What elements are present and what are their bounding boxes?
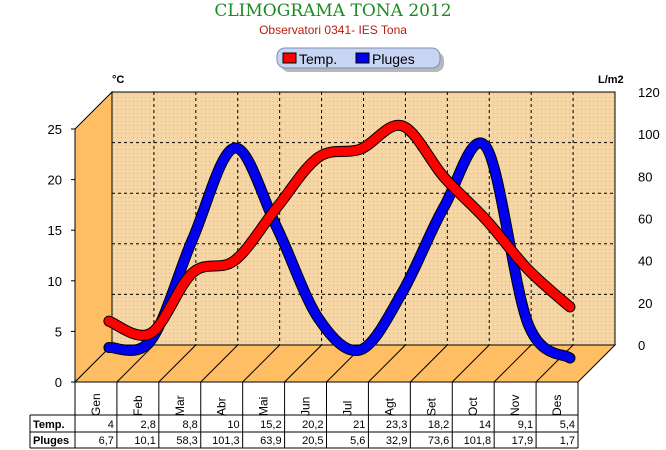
left-tick-label: 0 [55,375,62,390]
table-cell: 9,1 [518,419,533,431]
series-temp-line [104,120,575,340]
table-cell: 101,3 [212,435,240,447]
table-cell: 18,2 [428,419,449,431]
right-tick-label: 80 [638,169,652,184]
legend-label-rain: Pluges [372,51,415,67]
month-label: Agt [382,397,396,416]
side-wall [74,90,113,384]
month-label: Des [550,395,564,416]
chart-title: CLIMOGRAMA TONA 2012 [214,1,452,21]
right-tick-label: 0 [638,338,645,353]
table-cell: 5,6 [350,435,365,447]
table-row-label: Temp. [33,419,65,431]
table-cell: 101,8 [464,435,492,447]
month-label: Abr [215,397,229,416]
legend[interactable]: Temp. Pluges [276,47,444,72]
table-cell: 8,8 [182,419,197,431]
left-tick-label: 5 [55,324,62,339]
floor-line [158,344,197,383]
series-layer [103,119,576,364]
month-label: Set [424,397,438,416]
table-cell: 23,3 [386,419,407,431]
table-cell: 20,2 [302,419,323,431]
chart-subtitle: Observatori 0341- IES Tona [259,23,407,37]
right-axis: 0 20 40 60 80 100 120 [638,85,660,353]
floor-line [368,344,406,383]
series-temp [103,119,576,341]
month-label: Jun [299,397,313,416]
table-cell: 14 [479,419,491,431]
table-cell: 6,7 [99,435,114,447]
month-label: Oct [466,397,480,416]
floor-line [284,344,322,383]
data-table: Temp. 4 2,8 8,8 10 15,2 20,2 21 23,3 18,2 14 9,1 5,4… [29,382,579,449]
right-tick-label: 20 [638,296,652,311]
table-row-label: Pluges [33,435,69,447]
month-labels: Gen Feb Mar Abr Mai Jun Jul Agt Set Oct Nov Des [89,393,564,416]
floor-line [451,344,490,383]
right-tick-label: 60 [638,212,652,227]
left-tick-label: 20 [48,173,62,188]
table-cell: 10 [227,419,239,431]
right-tick-label: 120 [638,85,660,100]
table-cell: 32,9 [386,435,407,447]
left-tick-label: 15 [48,223,62,238]
table-cell: 17,9 [512,435,533,447]
month-label: Jul [340,401,354,416]
table-cell: 58,3 [176,435,197,447]
right-axis-unit: L/m2 [598,74,624,86]
floor-line [116,344,155,383]
table-cell: 5,4 [560,419,575,431]
floor-line [200,344,239,383]
month-label: Feb [131,395,145,416]
table-cell: 2,8 [141,419,156,431]
legend-swatch-temp [282,52,297,64]
table-cell: 4 [108,419,114,431]
left-axis: 0 5 10 15 20 25 [48,122,76,390]
table-cell: 73,6 [428,435,449,447]
month-label: Mar [173,395,187,416]
left-axis-unit: °C [112,74,124,86]
floor-line [409,344,448,383]
table-cell: 10,1 [134,435,155,447]
left-tick-label: 10 [48,274,62,289]
month-label: Nov [508,395,522,416]
month-label: Mai [257,397,271,416]
table-cell: 1,7 [560,435,575,447]
left-tick-label: 25 [48,122,62,137]
floor-line [493,344,532,383]
legend-label-temp: Temp. [299,51,337,67]
month-label: Gen [89,393,103,416]
table-cell: 15,2 [260,419,281,431]
floor-line [242,344,281,383]
table-cell: 63,9 [260,435,281,447]
table-cell: 21 [353,419,365,431]
right-tick-label: 40 [638,254,652,269]
right-tick-label: 100 [638,127,660,142]
series-pluges [103,137,576,364]
table-cell: 20,5 [302,435,323,447]
legend-swatch-rain [355,52,370,64]
